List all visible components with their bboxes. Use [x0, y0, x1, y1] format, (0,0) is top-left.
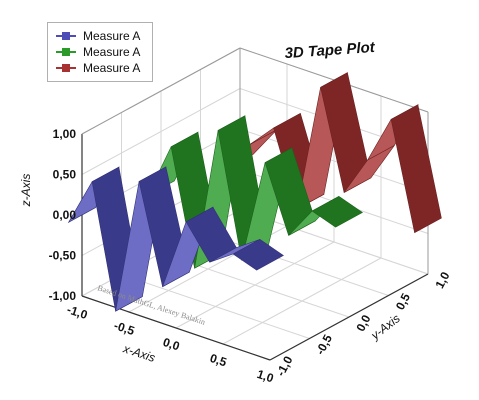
legend: Measure A Measure A Measure A [47, 22, 153, 82]
tape-segment [390, 104, 442, 234]
y-tick-label: -1,0 [273, 353, 295, 378]
x-axis-line [81, 295, 271, 361]
tape-segment [311, 196, 363, 228]
z-tick-label: 1,00 [53, 127, 77, 141]
z-tick-label: 0,00 [53, 208, 77, 222]
x-tick-label: -0,5 [112, 318, 136, 338]
chart-title: 3D Tape Plot [284, 39, 376, 62]
x-tick-label: 0,0 [161, 335, 182, 354]
legend-label: Measure A [83, 45, 141, 59]
z-tick-label: 0,50 [53, 168, 77, 182]
z-tick-label: -1,00 [49, 289, 77, 303]
y-tick-label: 1,0 [432, 269, 452, 291]
box-edge [81, 47, 241, 135]
y-axis-line [269, 273, 429, 361]
y-tick-label: 0,5 [393, 291, 413, 313]
side-wall-grid-line [81, 88, 241, 175]
floor-grid-line [121, 274, 310, 339]
legend-swatch-marker [62, 32, 70, 40]
z-axis-title: z-Axis [19, 174, 33, 208]
legend-item: Measure A [48, 61, 152, 75]
legend-item: Measure A [48, 29, 152, 43]
legend-label: Measure A [83, 29, 141, 43]
back-wall-grid-line [239, 128, 429, 194]
legend-swatch-marker [62, 48, 70, 56]
tape-series [67, 72, 442, 312]
x-tick-label: 1,0 [255, 367, 276, 386]
x-axis-title: x-Axis [121, 341, 157, 365]
y-axis-title: y-Axis [368, 311, 403, 343]
y-tick-label: -0,5 [313, 332, 335, 357]
legend-item: Measure A [48, 45, 152, 59]
tape-series-1 [146, 115, 363, 269]
legend-swatch-marker [62, 64, 70, 72]
tape-series-0 [67, 166, 284, 312]
legend-label: Measure A [83, 61, 141, 75]
tape-segment [232, 239, 284, 271]
z-tick-label: -0,50 [49, 249, 77, 263]
x-tick-label: -1,0 [65, 302, 89, 322]
x-tick-label: 0,5 [208, 351, 229, 370]
